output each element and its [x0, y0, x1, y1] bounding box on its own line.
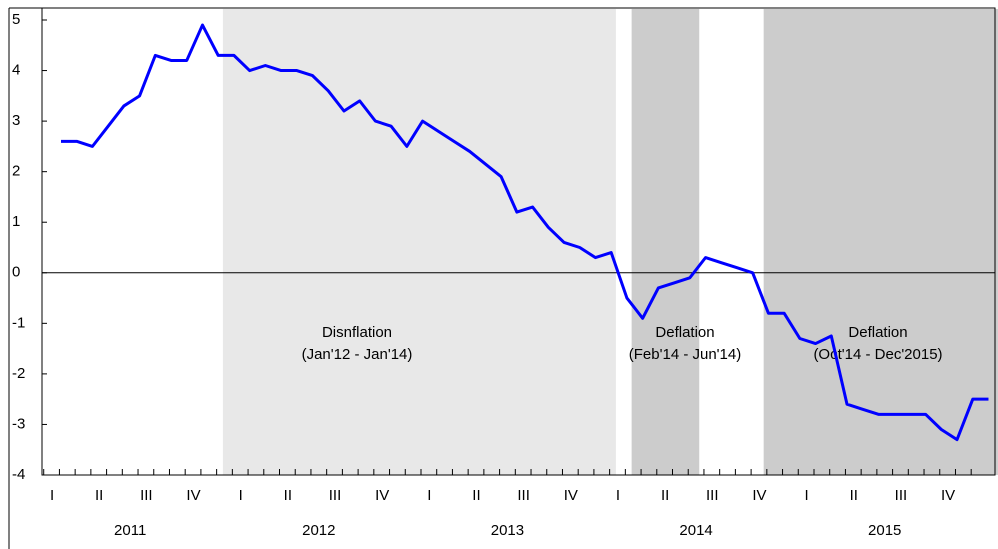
region-label: Deflation — [655, 324, 714, 341]
y-tick-label: -3 — [12, 415, 25, 432]
y-tick-label: -2 — [12, 365, 25, 382]
quarter-label: III — [706, 487, 719, 504]
quarter-label: IV — [375, 487, 389, 504]
quarter-label: I — [805, 487, 809, 504]
quarter-label: II — [850, 487, 858, 504]
quarter-label: II — [661, 487, 669, 504]
y-tick-label: 4 — [12, 62, 20, 79]
shaded-region — [631, 9, 700, 475]
quarter-label: II — [472, 487, 480, 504]
quarter-label: III — [895, 487, 908, 504]
region-label: Disnflation — [322, 324, 392, 341]
data-line — [61, 23, 989, 442]
quarter-label: III — [329, 487, 342, 504]
quarter-label: I — [616, 487, 620, 504]
shaded-region — [222, 9, 616, 475]
quarter-label: III — [140, 487, 153, 504]
year-label: 2013 — [491, 522, 524, 539]
quarter-label: IV — [941, 487, 955, 504]
y-tick-label: 3 — [12, 112, 20, 129]
y-tick-label: -1 — [12, 314, 25, 331]
year-label: 2014 — [679, 522, 712, 539]
quarter-label: I — [427, 487, 431, 504]
year-label: 2011 — [114, 522, 146, 539]
quarter-label: IV — [752, 487, 766, 504]
y-tick-label: 2 — [12, 163, 20, 180]
year-label: 2012 — [302, 522, 335, 539]
y-tick-label: -4 — [12, 466, 25, 483]
plot-frame — [41, 7, 996, 476]
quarter-label: I — [239, 487, 243, 504]
quarter-label: I — [50, 487, 54, 504]
quarter-label: II — [95, 487, 103, 504]
region-label: (Oct'14 - Dec'2015) — [813, 346, 942, 363]
year-label: 2015 — [868, 522, 901, 539]
y-tick-label: 1 — [12, 213, 20, 230]
shaded-region — [763, 9, 998, 475]
y-tick-label: 0 — [12, 264, 20, 281]
quarter-label: III — [517, 487, 530, 504]
region-label: (Jan'12 - Jan'14) — [302, 346, 413, 363]
region-label: Deflation — [848, 324, 907, 341]
quarter-label: IV — [564, 487, 578, 504]
quarter-label: IV — [186, 487, 200, 504]
y-tick-label: 5 — [12, 11, 20, 28]
region-label: (Feb'14 - Jun'14) — [629, 346, 741, 363]
quarter-label: II — [284, 487, 292, 504]
